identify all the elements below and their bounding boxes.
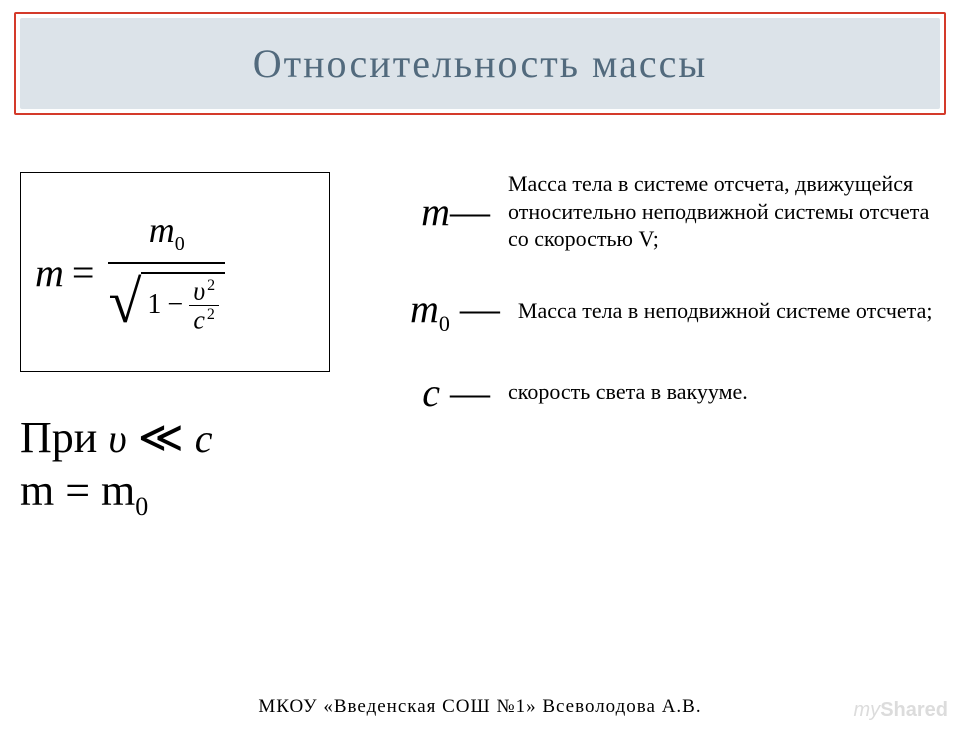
- radical-sign: √: [108, 272, 141, 332]
- def-sym-c: c —: [410, 369, 490, 416]
- watermark: myShared: [854, 699, 948, 722]
- def-text-m: Масса тела в системе отсчета, движущейся…: [508, 170, 940, 253]
- def-row: m0 — Масса тела в неподвижной системе от…: [410, 285, 940, 337]
- numerator-m0: m0: [141, 212, 193, 258]
- def-row: c — скорость света в вакууме.: [410, 369, 940, 416]
- c: c: [193, 305, 205, 334]
- condition-line2: m = m0: [20, 465, 213, 522]
- minus: −: [167, 291, 183, 319]
- sym-m0-sub: 0: [439, 311, 450, 336]
- radicand: 1 − υ2 c2: [141, 272, 225, 332]
- v-squared: υ2: [189, 279, 219, 303]
- sym-c: c: [422, 370, 440, 415]
- mass-formula: m = m0 √ 1 − υ2: [35, 183, 315, 361]
- footer: МКОУ «Введенская СОШ №1» Всеволодова А.В…: [0, 696, 960, 718]
- condition-text: При υ ≪ c m = m0: [20, 412, 213, 522]
- watermark-shared: Shared: [880, 699, 948, 721]
- def-text-c: скорость света в вакууме.: [508, 378, 748, 406]
- content: m = m0 √ 1 − υ2: [20, 162, 940, 672]
- m-eq-m: m = m: [20, 466, 135, 515]
- def-sym-m0: m0 —: [410, 285, 500, 337]
- one: 1: [147, 291, 161, 319]
- pri: При: [20, 413, 108, 462]
- v: υ: [193, 276, 205, 305]
- c-squared: c2: [189, 308, 219, 332]
- definitions: m— Масса тела в системе отсчета, движуще…: [410, 170, 940, 448]
- denominator: √ 1 − υ2 c2: [108, 268, 225, 332]
- formula-box: m = m0 √ 1 − υ2: [20, 172, 330, 372]
- m0-m: m: [149, 210, 175, 250]
- title-bar: Относительность массы: [14, 12, 946, 115]
- cond-c: c: [195, 416, 213, 461]
- m0-sub: 0: [175, 233, 185, 255]
- var-m: m: [35, 249, 64, 296]
- fraction-bar: [108, 262, 225, 264]
- c-exp: 2: [205, 306, 215, 323]
- condition-line1: При υ ≪ c: [20, 412, 213, 465]
- equals: =: [72, 249, 95, 296]
- cond-v: υ: [108, 416, 126, 461]
- v-exp: 2: [205, 277, 215, 294]
- watermark-my: my: [854, 699, 881, 721]
- def-text-m0: Масса тела в неподвижной системе отсчета…: [518, 297, 933, 325]
- m-sub-0: 0: [135, 492, 148, 521]
- def-sym-m: m—: [410, 188, 490, 235]
- sym-m: m: [421, 189, 450, 234]
- def-row: m— Масса тела в системе отсчета, движуще…: [410, 170, 940, 253]
- sym-m0-m: m: [410, 286, 439, 331]
- much-less: ≪: [127, 413, 195, 462]
- slide-title: Относительность массы: [20, 18, 940, 109]
